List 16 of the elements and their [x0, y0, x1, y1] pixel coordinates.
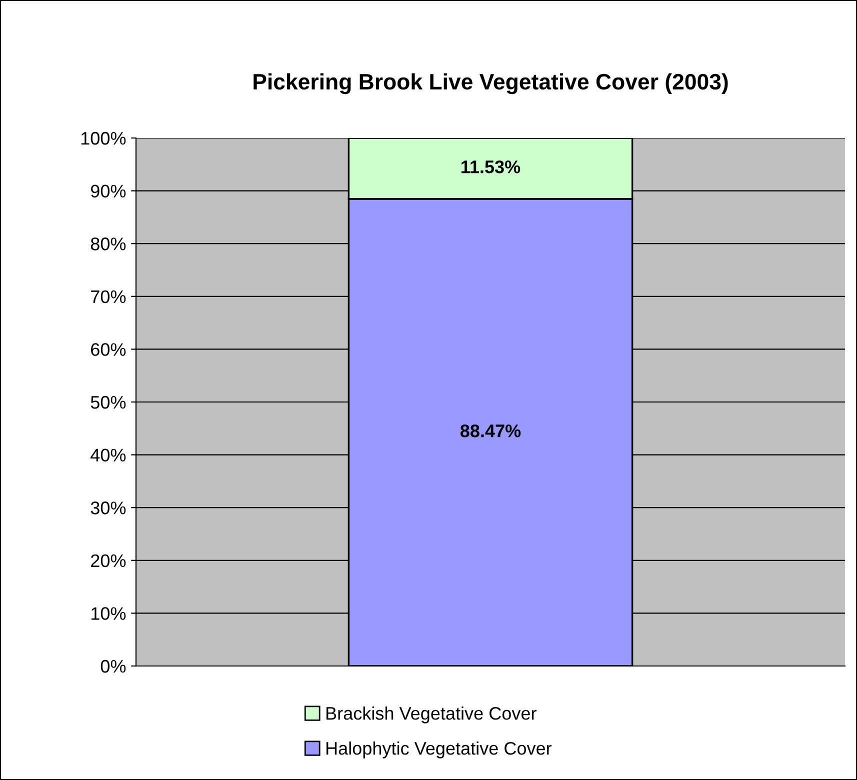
y-tick-label: 50%	[90, 396, 126, 409]
data-label: 88.47%	[460, 424, 521, 438]
y-tick-label: 100%	[81, 132, 126, 145]
y-tick-label: 10%	[92, 607, 126, 620]
y-tick-label: 90%	[90, 184, 126, 198]
data-label: 11.53%	[462, 160, 520, 174]
y-tick-label: 20%	[91, 554, 126, 568]
legend-label: Halophytic Vegetative Cover	[326, 742, 552, 758]
y-tick-label: 40%	[90, 448, 126, 462]
y-tick-label: 0%	[100, 660, 126, 673]
y-tick-label: 30%	[90, 502, 126, 514]
chart-title: Pickering Brook Live Vegetative Cover (2003)	[254, 73, 728, 94]
legend-label: Brackish Vegetative Cover	[326, 706, 536, 724]
y-tick-label: 70%	[91, 290, 126, 304]
y-tick-label: 80%	[90, 238, 126, 250]
y-tick-label: 60%	[91, 343, 126, 356]
